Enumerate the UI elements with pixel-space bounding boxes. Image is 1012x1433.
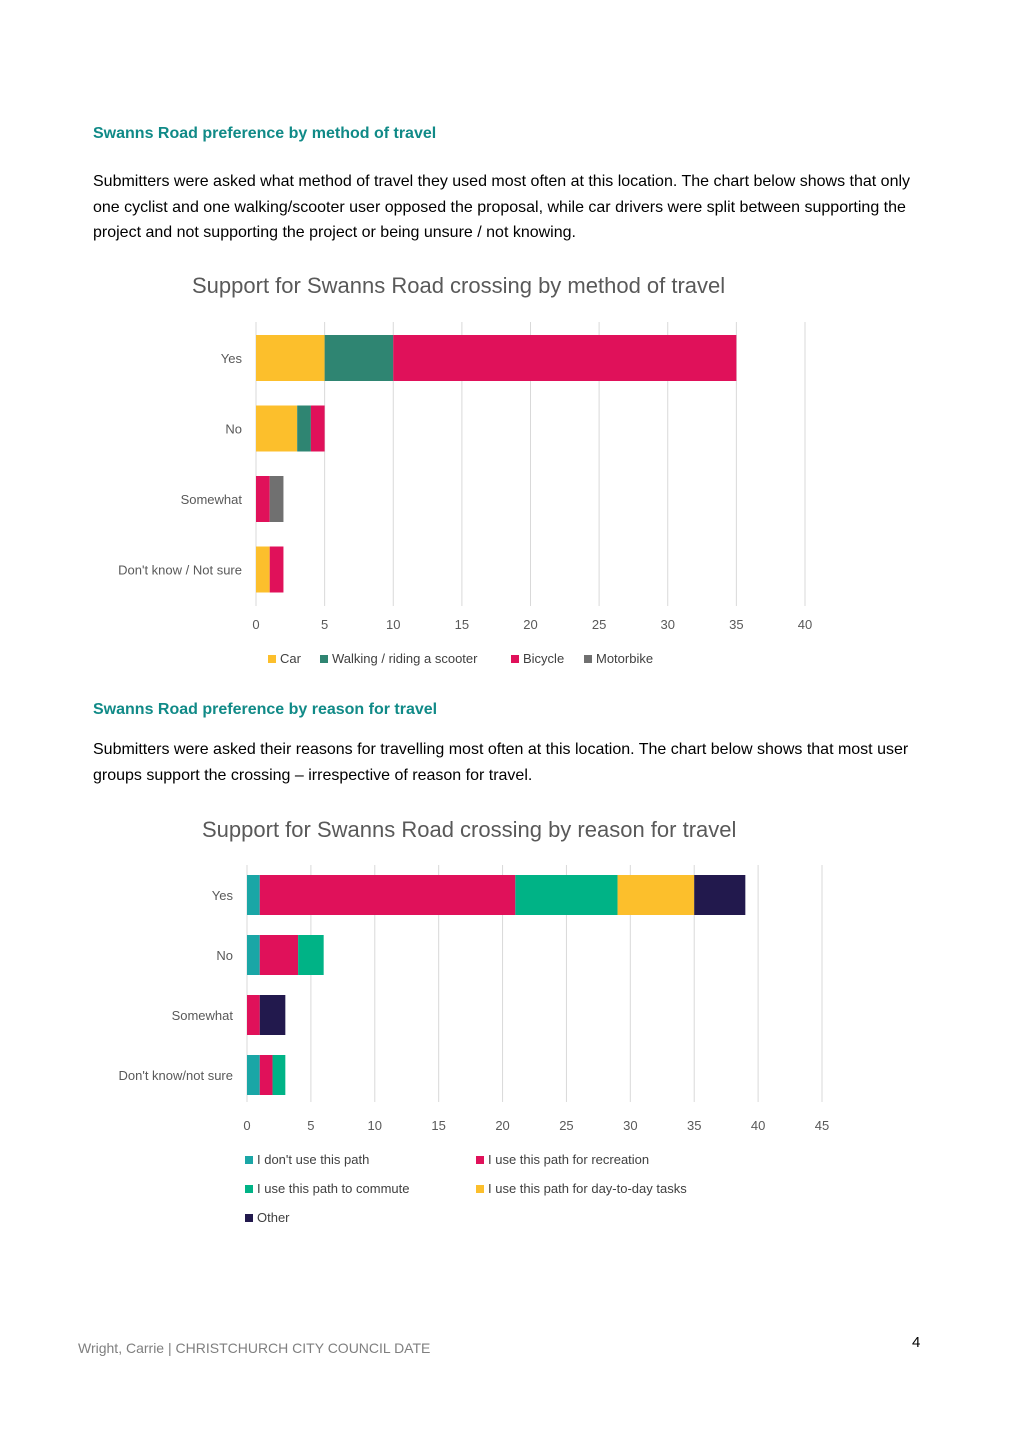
x-tick-label: 10 [386,617,400,632]
bar-yes-i-use-this-path-for-recreation [259,875,516,915]
chart-title-reason: Support for Swanns Road crossing by reas… [202,817,737,842]
legend-label-i-don-t-use-this-path: I don't use this path [257,1152,369,1167]
x-tick-label: 10 [368,1118,382,1133]
bar-no-bicycle [310,405,325,452]
category-label: No [216,948,233,963]
footer-text: Wright, Carrie | CHRISTCHURCH CITY COUNC… [78,1340,431,1356]
category-label: Yes [221,351,243,366]
bar-yes-walking-riding-a-scooter [324,335,394,381]
legend-swatch-i-use-this-path-to-commute [245,1185,253,1193]
category-label: Don't know / Not sure [118,563,242,578]
legend-swatch-i-use-this-path-for-day-to-day-tasks [476,1185,484,1193]
x-tick-label: 15 [455,617,469,632]
bar-yes-i-don-t-use-this-path [247,875,260,915]
x-tick-label: 35 [729,617,743,632]
bar-yes-i-use-this-path-to-commute [515,875,618,915]
legend-swatch-other [245,1214,253,1222]
section-paragraph-method: Submitters were asked what method of tra… [93,173,911,241]
x-tick-label: 20 [523,617,537,632]
legend-label-i-use-this-path-for-day-to-day-tasks: I use this path for day-to-day tasks [488,1181,687,1196]
chart-reason-for-travel: Yes No Somewhat Don't know/not sure 0 5 10 15 20… [119,865,829,1225]
bar-no-walking-riding-a-scooter [297,405,311,452]
x-tick-label: 30 [623,1118,637,1133]
legend-label-i-use-this-path-to-commute: I use this path to commute [257,1181,409,1196]
bar-somewhat-i-use-this-path-for-recreation [247,995,260,1035]
bar-yes-i-use-this-path-for-day-to-day-tasks [617,875,695,915]
category-label: Somewhat [181,492,243,507]
x-tick-label: 25 [559,1118,573,1133]
legend-swatch-i-use-this-path-for-recreation [476,1156,484,1164]
category-label: No [225,422,242,437]
bar-don-t-know-not-sure-car [256,546,270,593]
bar-don-t-know-not-sure-i-don-t-use-this-path [247,1055,260,1095]
x-tick-label: 0 [252,617,259,632]
legend-swatch-bicycle [511,655,519,663]
legend-label-motorbike: Motorbike [596,651,653,666]
bar-yes-bicycle [393,335,737,381]
bar-no-i-don-t-use-this-path [247,935,260,975]
x-tick-label: 35 [687,1118,701,1133]
page-number: 4 [912,1334,921,1351]
chart-title-method: Support for Swanns Road crossing by meth… [192,273,726,298]
bar-don-t-know-not-sure-i-use-this-path-for-recreation [259,1055,273,1095]
bar-no-car [256,405,298,452]
category-label: Don't know/not sure [119,1068,234,1083]
bar-don-t-know-not-sure-i-use-this-path-to-commute [272,1055,286,1095]
x-tick-label: 20 [495,1118,509,1133]
bar-no-i-use-this-path-to-commute [298,935,324,975]
section-heading-method: Swanns Road preference by method of trav… [93,125,437,142]
x-tick-label: 15 [431,1118,445,1133]
legend-swatch-motorbike [584,655,592,663]
bar-somewhat-bicycle [256,476,270,522]
section-paragraph-reason: Submitters were asked their reasons for … [93,741,909,784]
legend-swatch-walking-riding-a-scooter [320,655,328,663]
bar-don-t-know-not-sure-bicycle [269,546,284,593]
legend-label-walking-riding-a-scooter: Walking / riding a scooter [332,651,478,666]
chart-method-of-travel: Yes No Somewhat Don't know / Not sure 0 5 10 15… [118,322,812,666]
x-tick-label: 40 [798,617,812,632]
x-tick-label: 5 [321,617,328,632]
legend-swatch-i-don-t-use-this-path [245,1156,253,1164]
bar-somewhat-other [259,995,286,1035]
bar-yes-other [694,875,746,915]
x-tick-label: 45 [815,1118,829,1133]
legend-label-car: Car [280,651,302,666]
category-label: Yes [212,888,234,903]
legend-label-other: Other [257,1210,290,1225]
category-label: Somewhat [172,1008,234,1023]
x-tick-label: 25 [592,617,606,632]
x-tick-label: 30 [661,617,675,632]
legend-swatch-car [268,655,276,663]
legend-label-i-use-this-path-for-recreation: I use this path for recreation [488,1152,649,1167]
x-tick-label: 5 [307,1118,314,1133]
x-tick-label: 0 [243,1118,250,1133]
legend-label-bicycle: Bicycle [523,651,564,666]
bar-no-i-use-this-path-for-recreation [259,935,299,975]
section-heading-reason: Swanns Road preference by reason for tra… [93,701,438,718]
x-tick-label: 40 [751,1118,765,1133]
bar-yes-car [256,335,325,381]
bar-somewhat-motorbike [269,476,284,522]
